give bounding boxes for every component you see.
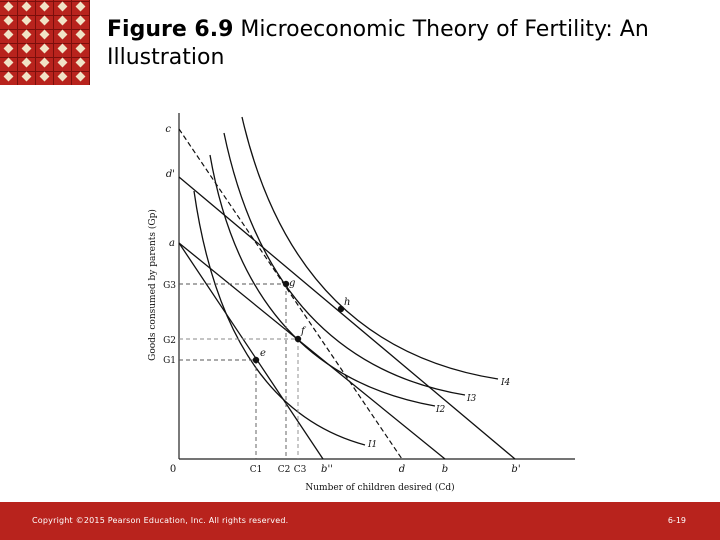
y-tick-c: c bbox=[165, 124, 171, 135]
publisher-logo-pattern bbox=[0, 0, 90, 85]
curve-label-i3: I3 bbox=[466, 394, 477, 404]
page-number: 6-19 bbox=[667, 516, 686, 525]
curve-label-i2: I2 bbox=[435, 405, 446, 415]
indifference-curve-i4 bbox=[241, 116, 499, 380]
figure-title-text: Microeconomic Theory of Fertility: An Il… bbox=[107, 17, 649, 70]
point-f bbox=[294, 335, 302, 343]
x-tick-d: d bbox=[399, 464, 405, 475]
x-tick-c1: C1 bbox=[250, 465, 263, 475]
point-label-h: h bbox=[344, 297, 350, 308]
indifference-curve-i1 bbox=[193, 190, 366, 446]
x-tick-c3: C3 bbox=[294, 465, 307, 475]
x-tick-b-prime: b' bbox=[511, 464, 520, 475]
budget-line-ab-double-prime bbox=[178, 242, 324, 460]
y-tick-g2: G2 bbox=[163, 336, 176, 346]
x-tick-c2: C2 bbox=[278, 465, 291, 475]
budget-line-ab bbox=[178, 242, 446, 460]
origin-label: 0 bbox=[170, 464, 176, 475]
x-axis-title: Number of children desired (Cd) bbox=[305, 482, 454, 493]
point-g bbox=[282, 280, 290, 288]
x-tick-b-double-prime: b'' bbox=[321, 464, 333, 475]
y-tick-d-prime: d' bbox=[166, 169, 175, 180]
y-tick-g3: G3 bbox=[163, 281, 176, 291]
slide-title: Figure 6.9 Microeconomic Theory of Ferti… bbox=[107, 16, 707, 72]
indifference-curve-i3 bbox=[223, 132, 466, 396]
point-label-f: f bbox=[300, 326, 307, 337]
y-tick-g1: G1 bbox=[163, 356, 176, 366]
point-label-g: g bbox=[289, 278, 295, 289]
y-axis-title: Goods consumed by parents (Gp) bbox=[147, 209, 158, 361]
point-label-e: e bbox=[260, 348, 266, 359]
x-tick-b: b bbox=[442, 464, 448, 475]
indifference-curve-i2 bbox=[209, 154, 436, 407]
footer-bar: Copyright ©2015 Pearson Education, Inc. … bbox=[0, 502, 720, 540]
figure-number: Figure 6.9 bbox=[107, 17, 234, 42]
copyright-text: Copyright ©2015 Pearson Education, Inc. … bbox=[32, 516, 289, 525]
budget-line-ab-prime bbox=[178, 176, 516, 460]
y-tick-a: a bbox=[169, 238, 175, 249]
point-e bbox=[252, 356, 260, 364]
fertility-diagram: e f g h c d' a G3 G2 G1 0 C1 C2 C3 b'' d… bbox=[147, 113, 575, 493]
curve-label-i4: I4 bbox=[500, 378, 511, 388]
curve-label-i1: I1 bbox=[367, 440, 377, 450]
point-h bbox=[337, 305, 345, 313]
